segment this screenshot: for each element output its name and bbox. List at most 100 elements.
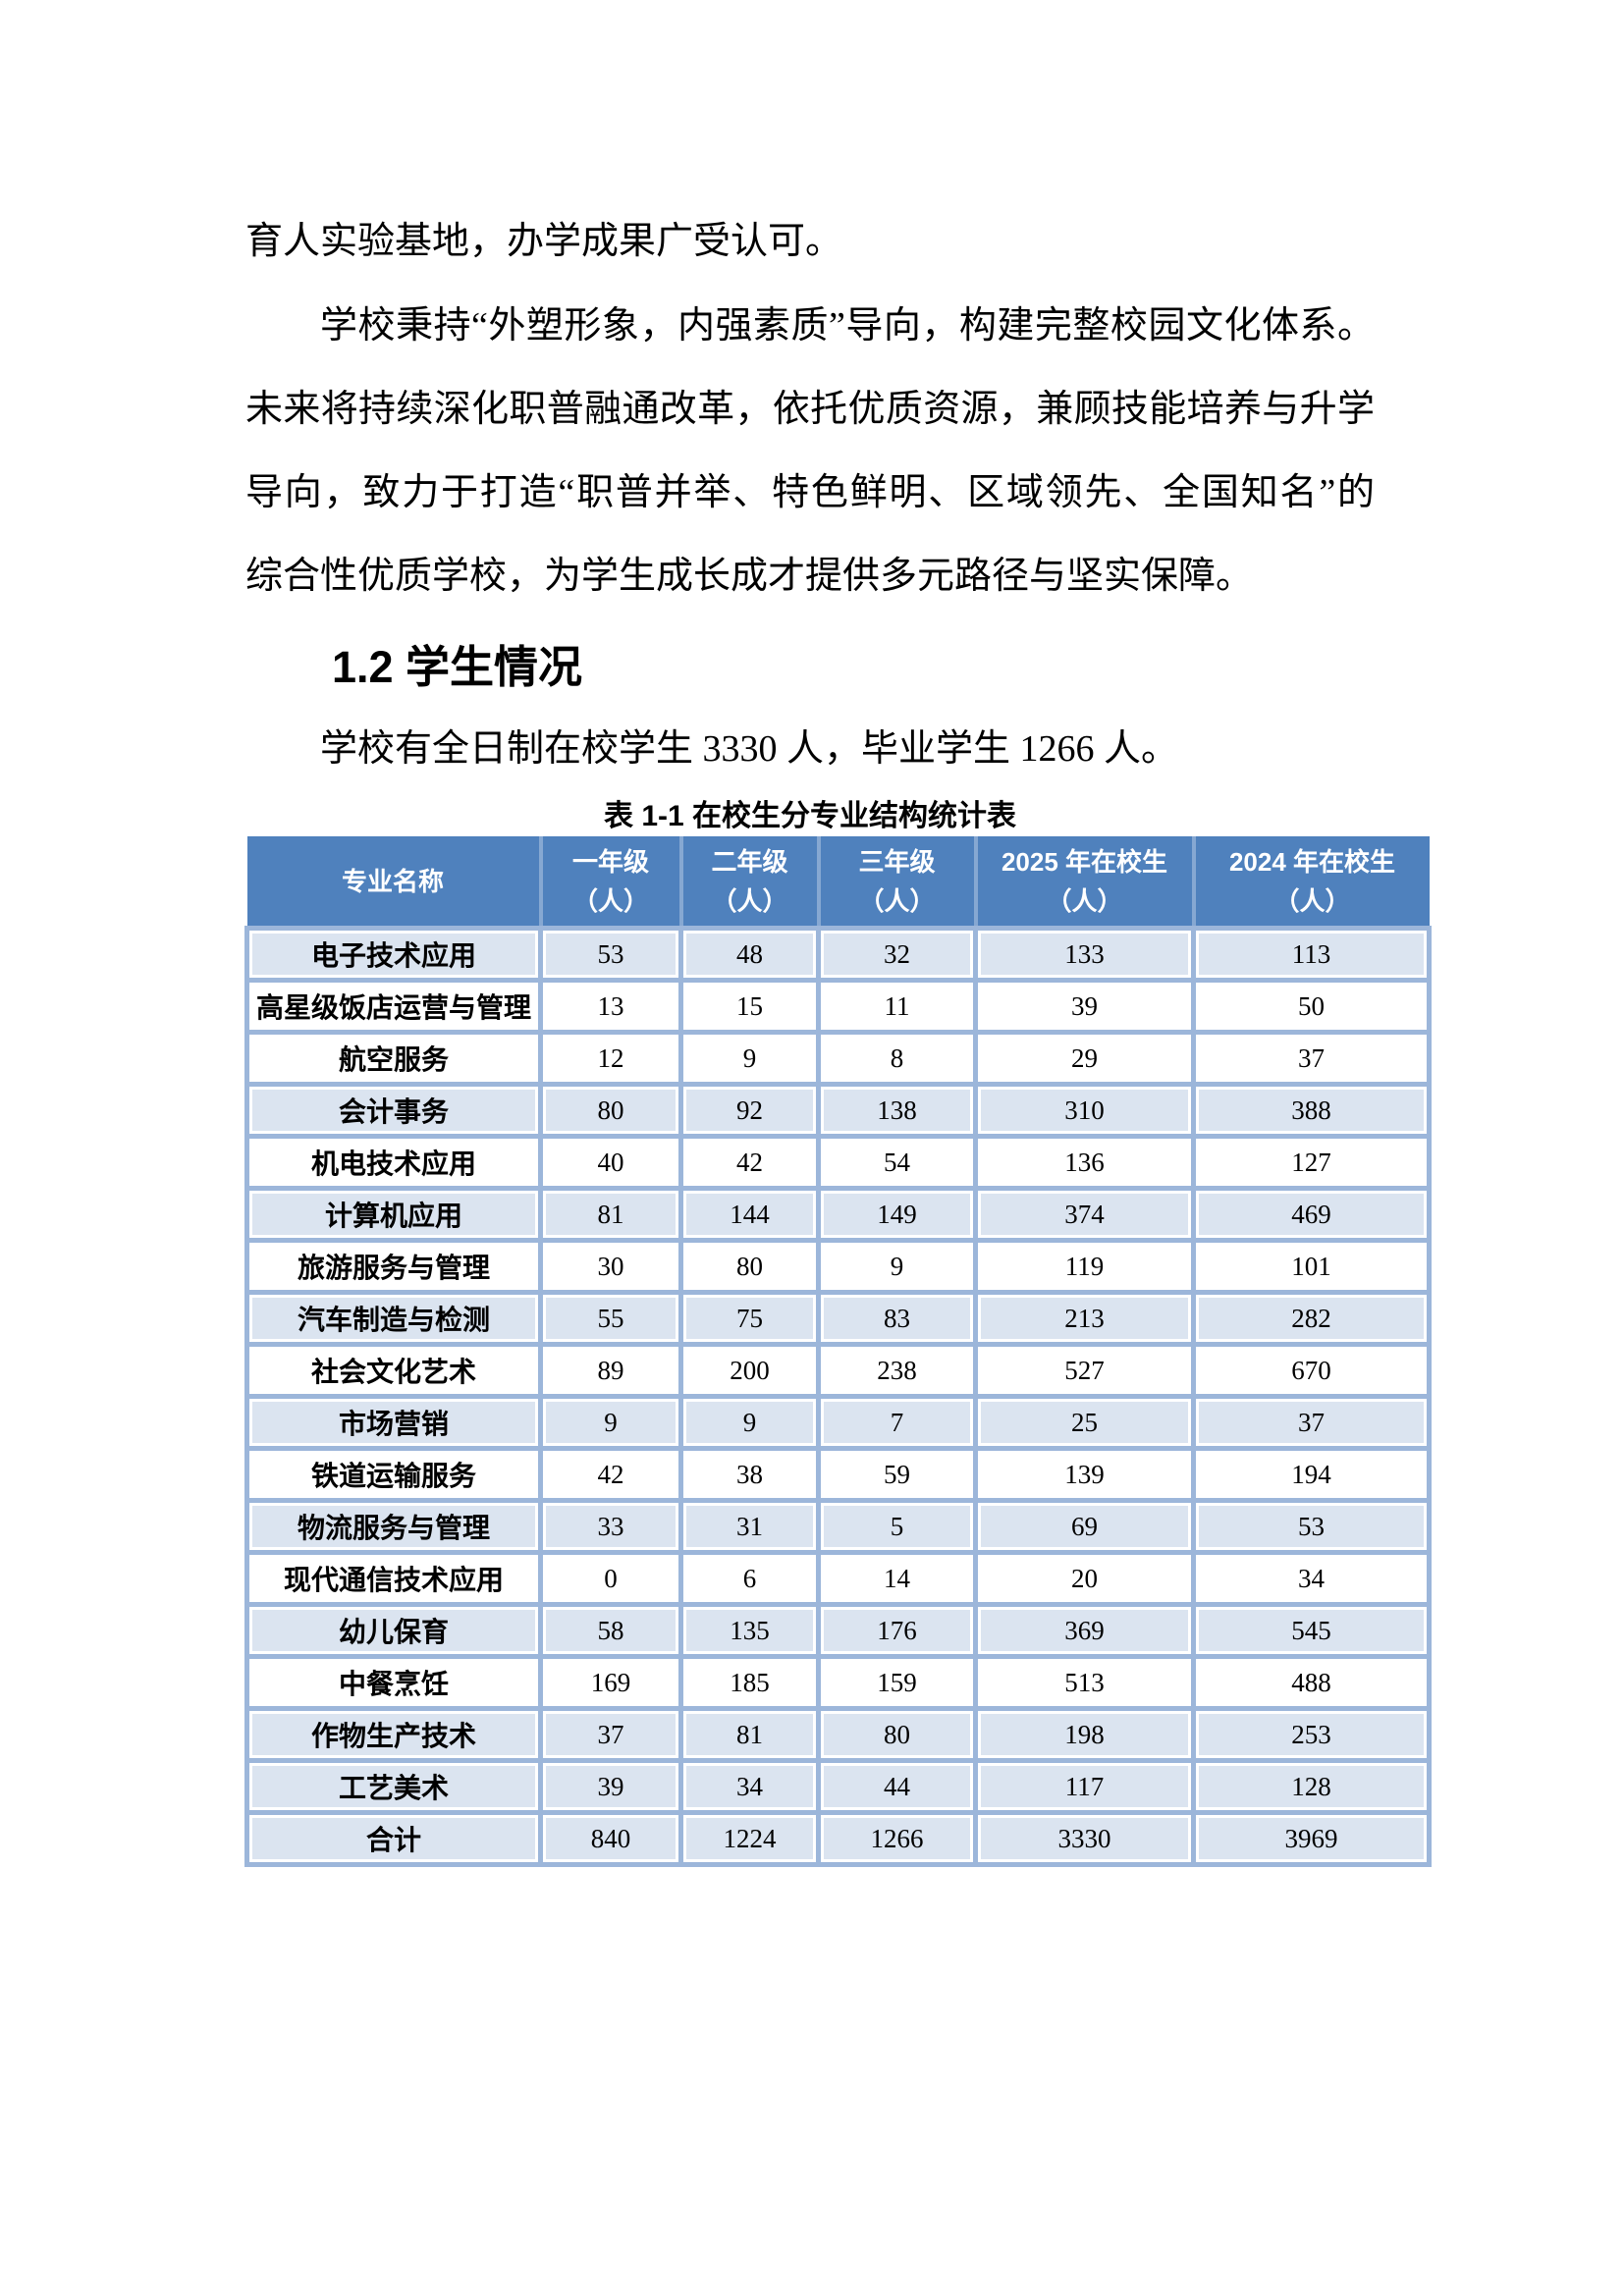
section-heading: 1.2 学生情况 [332,642,583,692]
table-row: 社会文化艺术 89 200 238 527 670 [244,1342,1432,1399]
table-caption: 表 1-1 在校生分专业结构统计表 [603,800,1017,832]
value-cell: 469 [1191,1186,1432,1243]
value-cell: 253 [1191,1706,1432,1763]
value-cell: 32 [816,926,978,983]
major-name-cell: 汽车制造与检测 [244,1290,543,1347]
major-name-cell: 物流服务与管理 [244,1498,543,1555]
value-cell: 135 [678,1602,821,1659]
value-cell: 80 [816,1706,978,1763]
table-row: 工艺美术 39 34 44 117 128 [244,1758,1432,1815]
value-cell: 39 [538,1758,683,1815]
major-name-cell: 机电技术应用 [244,1134,543,1191]
value-cell: 139 [973,1446,1196,1503]
column-header: 2024 年在校生 （人） [1191,836,1430,929]
value-cell: 198 [973,1706,1196,1763]
value-cell: 119 [973,1238,1196,1295]
major-name-cell: 高星级饭店运营与管理 [244,978,543,1035]
value-cell: 75 [678,1290,821,1347]
value-cell: 136 [973,1134,1196,1191]
major-name-cell: 作物生产技术 [244,1706,543,1763]
body-paragraph-continuation: 育人实验基地，办学成果广受认可。 [245,221,843,262]
value-cell: 513 [973,1654,1196,1711]
value-cell: 39 [973,978,1196,1035]
value-cell: 20 [973,1550,1196,1607]
paragraph-line: 未来将持续深化职普融通改革，依托优质资源，兼顾技能培养与升学 [245,389,1375,430]
value-cell: 9 [816,1238,978,1295]
table-row: 作物生产技术 37 81 80 198 253 [244,1706,1432,1763]
major-name-cell: 中餐烹饪 [244,1654,543,1711]
major-name-cell: 市场营销 [244,1394,543,1451]
table-row: 市场营销 9 9 7 25 37 [244,1394,1432,1451]
value-cell: 388 [1191,1082,1432,1139]
value-cell: 545 [1191,1602,1432,1659]
table-row: 高星级饭店运营与管理 13 15 11 39 50 [244,978,1432,1035]
value-cell: 53 [538,926,683,983]
column-header: 一年级 （人） [538,836,681,929]
value-cell: 48 [678,926,821,983]
major-name-cell: 旅游服务与管理 [244,1238,543,1295]
value-cell: 12 [538,1030,683,1087]
value-cell: 101 [1191,1238,1432,1295]
value-cell: 42 [678,1134,821,1191]
column-header: 2025 年在校生 （人） [973,836,1194,929]
table-row: 现代通信技术应用 0 6 14 20 34 [244,1550,1432,1607]
value-cell: 89 [538,1342,683,1399]
value-cell: 31 [678,1498,821,1555]
column-header: 三年级 （人） [816,836,976,929]
table-row: 中餐烹饪 169 185 159 513 488 [244,1654,1432,1711]
value-cell: 14 [816,1550,978,1607]
value-cell: 238 [816,1342,978,1399]
value-cell: 113 [1191,926,1432,983]
value-cell: 840 [538,1810,683,1867]
student-count-paragraph: 学校有全日制在校学生 3330 人，毕业学生 1266 人。 [320,728,1179,770]
table-row: 机电技术应用 40 42 54 136 127 [244,1134,1432,1191]
value-cell: 159 [816,1654,978,1711]
value-cell: 282 [1191,1290,1432,1347]
value-cell: 7 [816,1394,978,1451]
value-cell: 169 [538,1654,683,1711]
value-cell: 25 [973,1394,1196,1451]
value-cell: 55 [538,1290,683,1347]
value-cell: 9 [678,1394,821,1451]
table-row: 铁道运输服务 42 38 59 139 194 [244,1446,1432,1503]
value-cell: 29 [973,1030,1196,1087]
value-cell: 185 [678,1654,821,1711]
value-cell: 8 [816,1030,978,1087]
paragraph-line: 导向，致力于打造“职普并举、特色鲜明、区域领先、全国知名”的 [245,472,1375,513]
paragraph-line: 综合性优质学校，为学生成长成才提供多元路径与坚实保障。 [245,556,1254,597]
major-name-cell: 合计 [244,1810,543,1867]
value-cell: 133 [973,926,1196,983]
value-cell: 69 [973,1498,1196,1555]
value-cell: 81 [678,1706,821,1763]
value-cell: 527 [973,1342,1196,1399]
value-cell: 369 [973,1602,1196,1659]
value-cell: 30 [538,1238,683,1295]
column-header: 专业名称 [246,836,541,929]
value-cell: 194 [1191,1446,1432,1503]
value-cell: 488 [1191,1654,1432,1711]
value-cell: 37 [538,1706,683,1763]
major-name-cell: 工艺美术 [244,1758,543,1815]
value-cell: 53 [1191,1498,1432,1555]
value-cell: 80 [538,1082,683,1139]
value-cell: 13 [538,978,683,1035]
value-cell: 83 [816,1290,978,1347]
value-cell: 38 [678,1446,821,1503]
table-row: 会计事务 80 92 138 310 388 [244,1082,1432,1139]
value-cell: 11 [816,978,978,1035]
value-cell: 1266 [816,1810,978,1867]
value-cell: 40 [538,1134,683,1191]
table-header-row: 专业名称 一年级 （人） 二年级 （人） 三年级 （人） 2025 年在校生 （人） 2024 年… [246,836,1430,929]
table-row: 汽车制造与检测 55 75 83 213 282 [244,1290,1432,1347]
value-cell: 34 [678,1758,821,1815]
major-name-cell: 社会文化艺术 [244,1342,543,1399]
value-cell: 80 [678,1238,821,1295]
value-cell: 1224 [678,1810,821,1867]
value-cell: 0 [538,1550,683,1607]
table-row: 旅游服务与管理 30 80 9 119 101 [244,1238,1432,1295]
value-cell: 81 [538,1186,683,1243]
value-cell: 144 [678,1186,821,1243]
value-cell: 117 [973,1758,1196,1815]
value-cell: 50 [1191,978,1432,1035]
